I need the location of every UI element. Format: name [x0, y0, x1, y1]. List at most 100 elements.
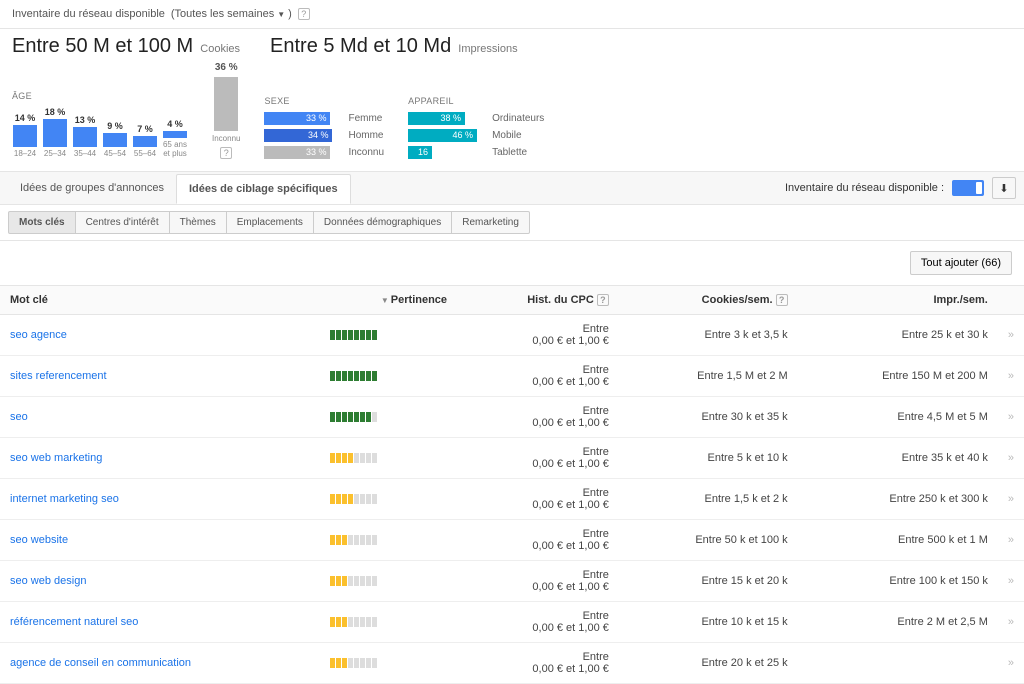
help-icon[interactable]: ? [597, 294, 609, 306]
hbar-row: 16 %Tablette [408, 146, 544, 159]
keyword-link[interactable]: seo web design [10, 575, 86, 587]
pertinence-bar [330, 371, 447, 381]
sub-tab[interactable]: Thèmes [169, 211, 227, 234]
download-button[interactable]: ⬇ [992, 177, 1016, 199]
impr-cell [798, 643, 998, 684]
main-tabs: Idées de groupes d'annoncesIdées de cibl… [8, 174, 351, 203]
sex-bars: 33 %Femme34 %Homme33 %Inconnu [264, 112, 384, 159]
col-cpc[interactable]: Hist. du CPC ? [457, 286, 619, 315]
impr-cell: Entre 4,5 M et 5 M [798, 397, 998, 438]
impr-cell: Entre 100 k et 150 k [798, 561, 998, 602]
col-impr[interactable]: Impr./sem. [798, 286, 998, 315]
age-title: ÂGE [12, 91, 188, 101]
pertinence-bar [330, 658, 447, 668]
col-pertinence[interactable]: ▼Pertinence [320, 286, 457, 315]
keywords-table: Mot clé ▼Pertinence Hist. du CPC ? Cooki… [0, 285, 1024, 684]
hbar-fill: 33 % [264, 146, 330, 159]
cookies-cell: Entre 10 k et 15 k [619, 602, 798, 643]
cookies-cell: Entre 5 k et 10 k [619, 438, 798, 479]
pertinence-bar [330, 453, 447, 463]
age-label: 18–24 [14, 150, 36, 159]
sub-tab[interactable]: Remarketing [451, 211, 530, 234]
cpc-cell: Entre0,00 € et 1,00 € [457, 438, 619, 479]
help-icon[interactable]: ? [220, 147, 232, 159]
expand-row-button[interactable]: » [998, 479, 1024, 520]
age-bar-col: 13 % 35–44 [72, 115, 98, 159]
pertinence-bar [330, 494, 447, 504]
cookies-cell: Entre 30 k et 35 k [619, 397, 798, 438]
keyword-link[interactable]: seo web marketing [10, 452, 102, 464]
keyword-link[interactable]: référencement naturel seo [10, 616, 138, 628]
expand-row-button[interactable]: » [998, 397, 1024, 438]
main-tab[interactable]: Idées de groupes d'annonces [8, 174, 176, 203]
expand-row-button[interactable]: » [998, 356, 1024, 397]
col-keyword[interactable]: Mot clé [0, 286, 320, 315]
cpc-cell: Entre0,00 € et 1,00 € [457, 520, 619, 561]
expand-row-button[interactable]: » [998, 643, 1024, 684]
expand-row-button[interactable]: » [998, 561, 1024, 602]
keyword-link[interactable]: agence de conseil en communication [10, 657, 191, 669]
hbar-label: Femme [348, 113, 382, 124]
expand-row-button[interactable]: » [998, 602, 1024, 643]
table-header-row: Mot clé ▼Pertinence Hist. du CPC ? Cooki… [0, 286, 1024, 315]
age-bar [43, 119, 67, 147]
age-label: 65 ans et plus [162, 141, 188, 159]
age-label: 35–44 [74, 150, 96, 159]
pertinence-bar [330, 330, 447, 340]
age-unknown-bar [214, 77, 238, 131]
pertinence-bar [330, 576, 447, 586]
hbar-fill: 16 % [408, 146, 432, 159]
expand-row-button[interactable]: » [998, 315, 1024, 356]
hbar-row: 38 %Ordinateurs [408, 112, 544, 125]
table-row: seo Entre0,00 € et 1,00 €Entre 30 k et 35… [0, 397, 1024, 438]
impr-cell: Entre 250 k et 300 k [798, 479, 998, 520]
expand-row-button[interactable]: » [998, 438, 1024, 479]
age-bar [163, 131, 187, 138]
cookies-cell: Entre 20 k et 25 k [619, 643, 798, 684]
inventory-toggle[interactable] [952, 180, 984, 196]
sub-tab[interactable]: Centres d'intérêt [75, 211, 170, 234]
age-bar [133, 136, 157, 147]
pertinence-bar [330, 412, 447, 422]
period-dropdown[interactable]: (Toutes les semaines ▼ ) [171, 8, 292, 20]
age-pct: 7 % [137, 124, 153, 134]
table-body: seo agenceEntre0,00 € et 1,00 €Entre 3 k… [0, 315, 1024, 684]
age-bar [13, 125, 37, 147]
keyword-link[interactable]: internet marketing seo [10, 493, 119, 505]
cookies-cell: Entre 1,5 k et 2 k [619, 479, 798, 520]
inventory-right-label: Inventaire du réseau disponible : [785, 182, 944, 194]
hbar-track: 34 % [264, 129, 342, 142]
hbar-fill: 33 % [264, 112, 330, 125]
age-pct: 4 % [167, 119, 183, 129]
sort-desc-icon: ▼ [381, 296, 389, 305]
impr-cell: Entre 35 k et 40 k [798, 438, 998, 479]
help-icon[interactable]: ? [776, 294, 788, 306]
sub-tab[interactable]: Emplacements [226, 211, 314, 234]
keyword-link[interactable]: seo website [10, 534, 68, 546]
age-pct: 13 % [75, 115, 96, 125]
metrics-area: Entre 50 M et 100 M Cookies Entre 5 Md e… [0, 29, 1024, 171]
age-bar-col: 4 % 65 ans et plus [162, 119, 188, 159]
cpc-cell: Entre0,00 € et 1,00 € [457, 356, 619, 397]
download-icon: ⬇ [999, 182, 1008, 195]
hbar-row: 33 % Femme [264, 112, 384, 125]
help-icon[interactable]: ? [298, 8, 310, 20]
sub-tab[interactable]: Données démographiques [313, 211, 452, 234]
add-all-button[interactable]: Tout ajouter (66) [910, 251, 1012, 275]
keyword-link[interactable]: seo agence [10, 329, 67, 341]
sex-title: SEXE [264, 96, 384, 106]
keyword-link[interactable]: sites referencement [10, 370, 107, 382]
device-bars: 38 %Ordinateurs46 %Mobile16 %Tablette [408, 112, 544, 159]
age-block: ÂGE 14 %18–2418 %25–3413 %35–449 %45–547… [12, 91, 188, 159]
main-tab[interactable]: Idées de ciblage spécifiques [176, 174, 351, 204]
sub-tab[interactable]: Mots clés [8, 211, 76, 234]
age-label: 25–34 [44, 150, 66, 159]
age-pct: 14 % [15, 113, 36, 123]
cookies-metric: Entre 50 M et 100 M Cookies [12, 35, 240, 58]
expand-row-button[interactable]: » [998, 520, 1024, 561]
cpc-cell: Entre0,00 € et 1,00 € [457, 397, 619, 438]
keyword-link[interactable]: seo [10, 411, 28, 423]
col-cookies[interactable]: Cookies/sem. ? [619, 286, 798, 315]
age-unknown-pct: 36 % [215, 62, 238, 73]
pertinence-bar [330, 535, 447, 545]
